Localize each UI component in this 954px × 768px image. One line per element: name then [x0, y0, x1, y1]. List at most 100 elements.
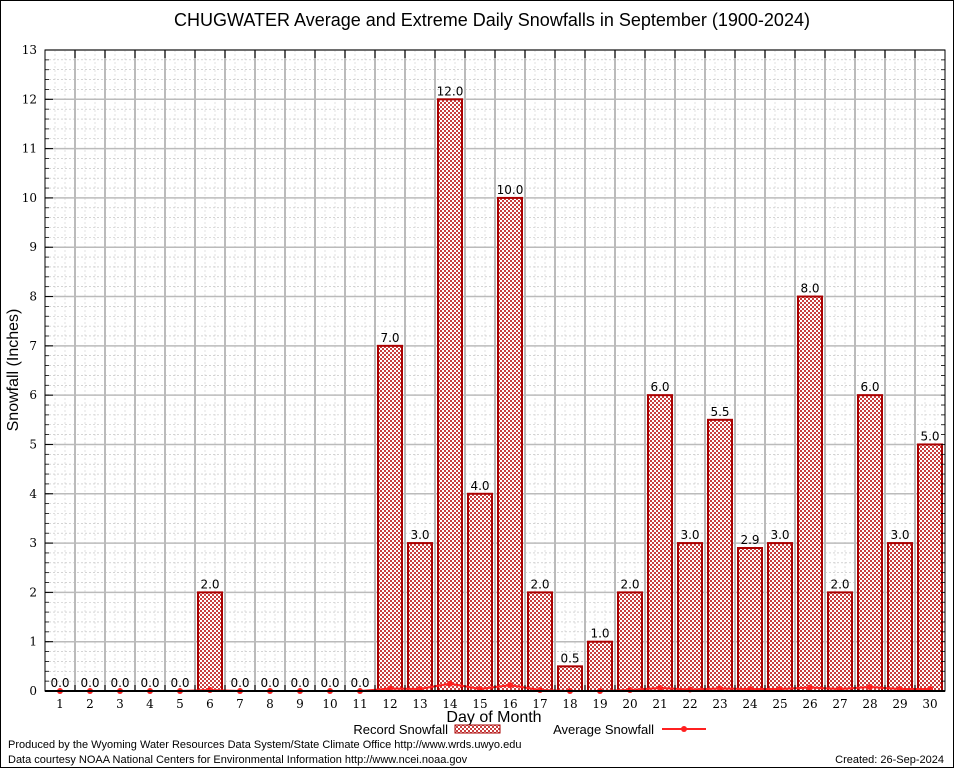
bar-label-day-10: 0.0	[320, 676, 339, 690]
bar-label-day-12: 7.0	[380, 331, 399, 345]
average-point-day-21	[657, 685, 663, 692]
x-tick-label: 2	[86, 697, 94, 711]
bar-label-day-11: 0.0	[350, 676, 369, 690]
y-tick-label: 7	[29, 339, 37, 353]
x-tick-label: 1	[56, 697, 64, 711]
bar-day-20	[617, 591, 643, 693]
bar-label-day-5: 0.0	[170, 676, 189, 690]
average-point-day-14	[447, 680, 453, 687]
bar-day-19	[587, 640, 613, 693]
x-tick-label: 5	[176, 697, 184, 711]
bar-day-21	[647, 394, 673, 692]
x-tick-label: 22	[682, 697, 697, 711]
bar-label-day-16: 10.0	[497, 183, 524, 197]
x-tick-label: 12	[382, 697, 397, 711]
footer-credit-2: Data courtesy NOAA National Centers for …	[8, 754, 468, 766]
x-tick-label: 23	[712, 697, 727, 711]
bar-label-day-28: 6.0	[860, 380, 879, 394]
bar-day-25	[767, 542, 793, 692]
x-tick-label: 9	[296, 697, 304, 711]
bar-label-day-14: 12.0	[437, 84, 464, 98]
bar-label-day-26: 8.0	[800, 282, 819, 296]
bar-label-day-1: 0.0	[50, 676, 69, 690]
bar-day-18	[557, 665, 583, 692]
legend-average-marker	[681, 726, 687, 732]
bar-label-day-21: 6.0	[650, 380, 669, 394]
x-tick-label: 13	[412, 697, 427, 711]
x-tick-label: 16	[502, 697, 517, 711]
legend-record-label: Record Snowfall	[353, 722, 448, 737]
bar-label-day-7: 0.0	[230, 676, 249, 690]
bars: 0.0 0.0 0.0 0.0 0.0 2.0 0.0 0.0 0.0 0.0 0.0 7.0 3.0 1…	[50, 84, 943, 693]
x-tick-label: 27	[832, 697, 847, 711]
bar-label-day-27: 2.0	[830, 577, 849, 591]
legend-record-swatch	[454, 724, 501, 734]
legend: Record Snowfall Average Snowfall	[353, 722, 706, 737]
x-tick-label: 29	[892, 697, 907, 711]
x-tick-label: 6	[206, 697, 214, 711]
bar-label-day-30: 5.0	[920, 429, 939, 443]
bar-label-day-15: 4.0	[470, 479, 489, 493]
average-point-day-16	[507, 682, 513, 689]
bar-day-26	[797, 295, 823, 692]
x-tick-label: 19	[592, 697, 607, 711]
bar-label-day-3: 0.0	[110, 676, 129, 690]
bar-day-23	[707, 418, 733, 692]
y-tick-label: 1	[29, 635, 37, 649]
bar-label-day-25: 3.0	[770, 528, 789, 542]
bar-day-15	[467, 492, 493, 692]
x-tick-label: 7	[236, 697, 244, 711]
x-tick-label: 21	[652, 697, 667, 711]
y-tick-label: 10	[22, 191, 37, 205]
bar-label-day-6: 2.0	[200, 577, 219, 591]
bar-day-28	[857, 394, 883, 692]
bar-day-29	[887, 542, 913, 692]
y-tick-label: 8	[29, 290, 37, 304]
footer-credit-1: Produced by the Wyoming Water Resources …	[8, 739, 521, 751]
average-point-day-28	[867, 684, 873, 691]
y-tick-label: 12	[22, 92, 37, 106]
y-tick-label: 6	[29, 388, 37, 402]
y-tick-label: 2	[29, 585, 37, 599]
y-axis-label: Snowfall (Inches)	[5, 309, 22, 432]
y-tick-label: 4	[29, 487, 37, 501]
x-tick-label: 24	[742, 697, 758, 711]
bar-label-day-4: 0.0	[140, 676, 159, 690]
x-tick-label: 28	[862, 697, 877, 711]
x-axis-label: Day of Month	[446, 709, 541, 726]
x-tick-label: 14	[442, 697, 458, 711]
x-tick-label: 8	[266, 697, 274, 711]
x-tick-label: 26	[802, 697, 817, 711]
bar-label-day-18: 0.5	[560, 651, 579, 665]
bar-label-day-20: 2.0	[620, 577, 639, 591]
x-tick-label: 10	[322, 697, 337, 711]
x-tick-label: 3	[116, 697, 124, 711]
x-tick-label: 18	[562, 697, 577, 711]
bar-label-day-13: 3.0	[410, 528, 429, 542]
x-tick-label: 15	[472, 697, 487, 711]
bar-day-24	[737, 547, 763, 692]
x-tick-label: 11	[352, 697, 367, 711]
y-tick-label: 0	[29, 684, 37, 698]
bar-label-day-22: 3.0	[680, 528, 699, 542]
bar-label-day-8: 0.0	[260, 676, 279, 690]
bar-label-day-23: 5.5	[710, 405, 729, 419]
bar-day-17	[527, 591, 553, 693]
x-tick-label: 25	[772, 697, 787, 711]
bar-day-6	[197, 591, 223, 693]
x-tick-label: 20	[622, 697, 637, 711]
bar-label-day-29: 3.0	[890, 528, 909, 542]
average-point-day-26	[807, 684, 813, 691]
bar-label-day-24: 2.9	[740, 533, 759, 547]
chart-title: CHUGWATER Average and Extreme Daily Snow…	[174, 10, 810, 30]
y-tick-label: 11	[22, 142, 37, 156]
bar-label-day-2: 0.0	[80, 676, 99, 690]
y-tick-label: 3	[29, 536, 37, 550]
bar-day-14	[437, 98, 463, 693]
bar-label-day-19: 1.0	[590, 627, 609, 641]
bar-label-day-9: 0.0	[290, 676, 309, 690]
y-tick-label: 9	[29, 240, 37, 254]
y-tick-label: 13	[22, 43, 37, 57]
footer-created: Created: 26-Sep-2024	[835, 754, 944, 766]
